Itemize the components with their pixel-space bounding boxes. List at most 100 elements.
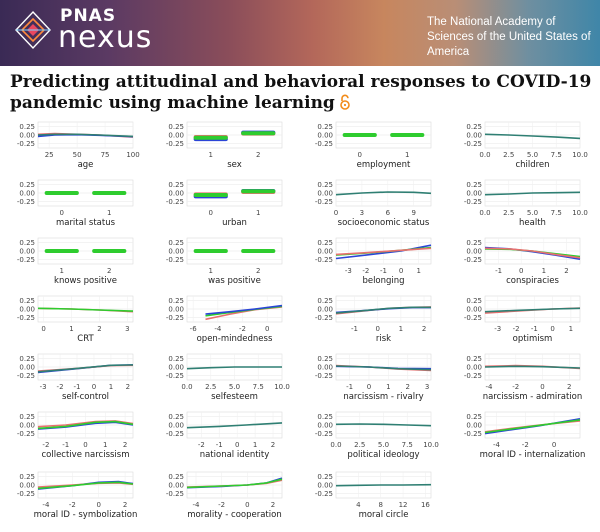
series-line <box>335 244 432 260</box>
x-tick-label: -2 <box>522 441 529 449</box>
y-tick-label: 0.00 <box>168 482 184 490</box>
panel-risk: 0.250.00-0.25 -1 0 1 2 risk <box>315 295 432 344</box>
level-bar <box>193 135 228 140</box>
level-bar <box>241 249 276 253</box>
y-tick-label: -0.25 <box>464 430 482 438</box>
y-tick-label: -0.25 <box>17 198 35 206</box>
y-tick-label: 0.00 <box>19 132 35 140</box>
y-tick-label: 0.00 <box>466 248 482 256</box>
y-tick-label: -0.25 <box>315 140 333 148</box>
y-tick-label: 0.00 <box>466 306 482 314</box>
panel-children: 0.250.00-0.25 0.0 2.5 5.0 7.5 10.0 children <box>464 121 588 170</box>
y-tick-label: 0.00 <box>19 482 35 490</box>
series-line <box>335 191 432 196</box>
x-tick-label: 1 <box>60 267 64 275</box>
panel-conspiracies: 0.250.00-0.25 -1 0 1 2 conspiracies <box>464 237 581 286</box>
y-tick-label: 0.00 <box>168 364 184 372</box>
y-tick-label: 0.25 <box>168 181 184 189</box>
x-tick-label: 0.0 <box>479 209 490 217</box>
x-tick-label: 0 <box>334 209 338 217</box>
x-tick-label: 1 <box>416 267 420 275</box>
y-tick-label: 0.00 <box>168 422 184 430</box>
x-tick-label: 0 <box>519 267 523 275</box>
x-tick-label: -1 <box>380 267 387 275</box>
x-tick-label: -1 <box>351 325 358 333</box>
x-tick-label: -1 <box>216 441 223 449</box>
x-tick-label: 2 <box>107 267 111 275</box>
level-bar <box>92 249 127 253</box>
x-tick-label: 2 <box>422 325 426 333</box>
x-tick-label: 3 <box>125 325 129 333</box>
x-tick-label: 10.0 <box>423 441 439 449</box>
y-tick-label: 0.00 <box>466 132 482 140</box>
level-bar <box>241 131 276 136</box>
x-tick-label: 1 <box>253 441 257 449</box>
x-tick-label: 5.0 <box>527 209 538 217</box>
x-tick-label: 1 <box>256 209 260 217</box>
x-tick-label: 0 <box>41 325 45 333</box>
series-line <box>186 422 283 429</box>
panel-label: political ideology <box>347 450 419 460</box>
y-tick-label: 0.25 <box>317 239 333 247</box>
panel-label: belonging <box>362 276 404 286</box>
x-tick-label: -2 <box>218 501 225 509</box>
series-line <box>37 364 134 373</box>
x-tick-label: -1 <box>531 325 538 333</box>
y-tick-label: 0.25 <box>168 355 184 363</box>
panel-label: marital status <box>56 218 116 228</box>
series-line <box>335 423 432 427</box>
x-tick-label: 0 <box>60 209 64 217</box>
y-tick-label: 0.25 <box>168 297 184 305</box>
x-tick-label: 2 <box>126 383 130 391</box>
y-tick-label: -0.25 <box>166 256 184 264</box>
y-tick-label: 0.00 <box>168 190 184 198</box>
panel-label: selfesteem <box>211 392 258 402</box>
y-tick-label: 0.00 <box>317 190 333 198</box>
x-tick-label: 0 <box>540 383 544 391</box>
y-tick-label: 0.25 <box>317 473 333 481</box>
x-tick-label: 1 <box>569 325 573 333</box>
y-tick-label: 0.25 <box>19 473 35 481</box>
y-tick-label: -0.25 <box>17 490 35 498</box>
y-tick-label: 0.25 <box>317 181 333 189</box>
y-tick-label: 0.00 <box>317 306 333 314</box>
series-line <box>484 365 581 369</box>
x-tick-label: -3 <box>494 325 501 333</box>
x-tick-label: 4 <box>356 501 361 509</box>
panel-political-ideology: 0.250.00-0.25 0.0 2.5 5.0 7.5 10.0 political i… <box>315 411 439 460</box>
y-tick-label: 0.00 <box>168 132 184 140</box>
panel-label: children <box>515 160 549 170</box>
y-tick-label: -0.25 <box>464 140 482 148</box>
x-tick-label: -2 <box>512 383 519 391</box>
panel-label: socioeconomic status <box>338 218 430 228</box>
panel-label: narcissism - admiration <box>483 392 583 402</box>
x-tick-label: 2 <box>123 441 127 449</box>
article-title[interactable]: Predicting attitudinal and behavioral re… <box>10 72 592 113</box>
y-tick-label: 0.25 <box>168 413 184 421</box>
y-tick-label: -0.25 <box>17 372 35 380</box>
panel-label: risk <box>376 334 391 344</box>
level-bar <box>342 133 377 137</box>
x-tick-label: 1 <box>209 151 213 159</box>
x-tick-label: 1 <box>69 325 73 333</box>
panel-label: narcissism - rivalry <box>343 392 423 402</box>
series-line <box>335 483 432 487</box>
y-tick-label: 0.00 <box>168 306 184 314</box>
x-tick-label: 3 <box>425 383 429 391</box>
y-tick-label: -0.25 <box>464 372 482 380</box>
x-tick-label: 7.5 <box>551 151 562 159</box>
x-tick-label: -4 <box>192 501 200 509</box>
y-tick-label: 0.00 <box>317 422 333 430</box>
x-tick-label: 5.0 <box>229 383 240 391</box>
x-tick-label: 0.0 <box>330 441 341 449</box>
y-tick-label: 0.00 <box>317 364 333 372</box>
x-tick-label: -2 <box>42 441 49 449</box>
level-bar <box>193 193 228 198</box>
y-tick-label: 0.00 <box>168 248 184 256</box>
x-tick-label: 8 <box>378 501 382 509</box>
x-tick-label: 0 <box>209 209 213 217</box>
panel-label: morality - cooperation <box>187 510 281 520</box>
series-line <box>37 307 134 312</box>
